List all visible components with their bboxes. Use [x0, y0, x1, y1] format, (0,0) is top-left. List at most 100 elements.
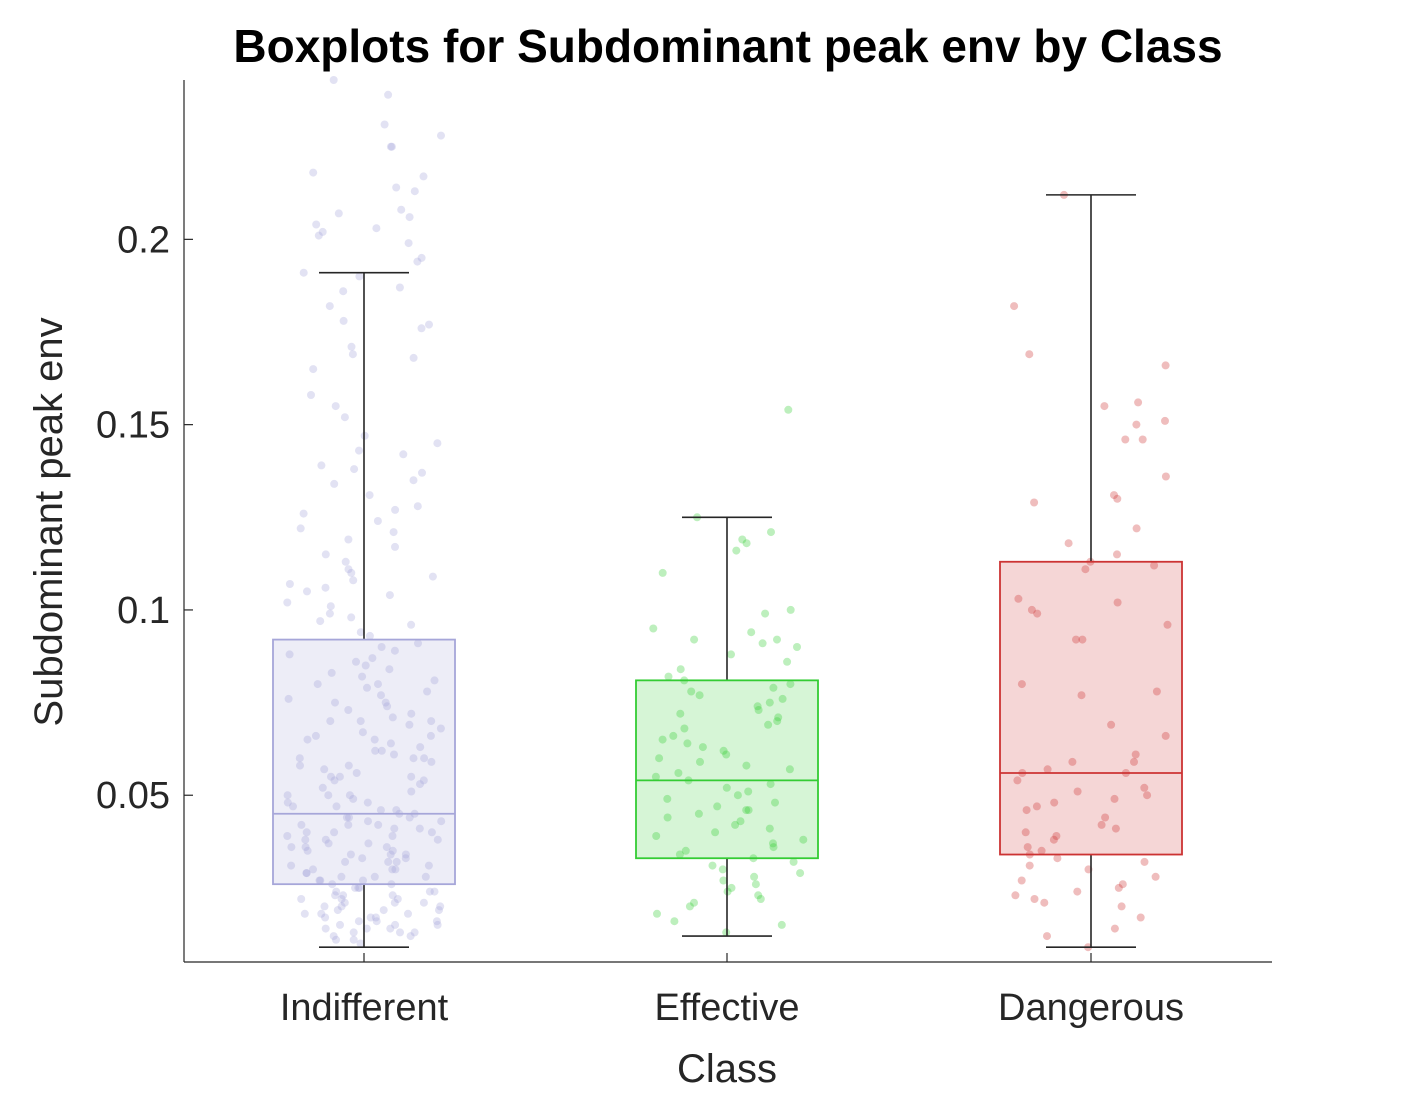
data-point — [409, 754, 418, 763]
data-point — [386, 850, 395, 859]
data-point — [785, 765, 794, 774]
data-point — [786, 605, 795, 614]
data-point — [420, 754, 429, 763]
data-point — [301, 843, 310, 852]
data-point — [742, 806, 751, 815]
box-group-effective — [635, 405, 819, 937]
data-point — [771, 798, 779, 807]
x-tick-label: Effective — [654, 987, 799, 1029]
data-point — [299, 268, 308, 277]
data-point — [324, 839, 333, 848]
data-point — [1040, 898, 1049, 907]
data-point — [321, 550, 330, 559]
data-point — [1114, 883, 1123, 892]
data-point — [419, 776, 428, 785]
data-point — [386, 142, 395, 151]
data-point — [1064, 539, 1073, 548]
data-point — [330, 479, 339, 488]
data-point — [342, 813, 351, 822]
data-point — [430, 887, 439, 896]
data-point — [767, 528, 775, 537]
data-point — [1043, 932, 1051, 941]
data-point — [722, 783, 731, 792]
data-point — [1032, 802, 1041, 811]
data-point — [1110, 491, 1118, 500]
data-point — [1030, 895, 1039, 903]
data-point — [341, 557, 350, 566]
data-point — [719, 746, 728, 755]
data-point — [388, 713, 397, 722]
data-point — [750, 872, 759, 881]
data-point — [409, 476, 418, 485]
data-point — [690, 898, 698, 907]
data-point — [382, 843, 391, 852]
data-point — [722, 750, 731, 759]
data-point — [1138, 435, 1147, 444]
data-point — [373, 517, 382, 525]
data-point — [297, 820, 306, 829]
data-point — [417, 253, 426, 262]
data-point — [655, 754, 664, 763]
data-point — [344, 565, 353, 574]
data-point — [384, 90, 393, 99]
data-point — [351, 883, 360, 892]
data-point — [793, 643, 801, 651]
data-point — [1021, 828, 1030, 837]
data-point — [344, 761, 353, 770]
data-point — [356, 717, 365, 726]
data-point — [727, 650, 735, 659]
data-point — [1022, 806, 1031, 815]
data-point — [694, 809, 703, 818]
chart-title: Boxplots for Subdominant peak env by Cla… — [233, 20, 1222, 72]
data-point — [376, 806, 385, 815]
data-point — [1073, 787, 1082, 796]
data-point — [383, 702, 392, 711]
data-point — [372, 224, 381, 233]
data-point — [337, 902, 346, 911]
data-point — [332, 887, 341, 896]
data-point — [365, 631, 374, 640]
data-point — [320, 902, 329, 911]
data-point — [676, 665, 685, 674]
data-point — [1136, 913, 1145, 922]
data-point — [405, 720, 414, 729]
data-point — [283, 598, 292, 607]
data-point — [676, 709, 685, 718]
data-point — [1161, 416, 1169, 425]
data-point — [307, 391, 315, 399]
data-point — [330, 828, 339, 837]
data-point — [406, 932, 415, 941]
data-point — [392, 183, 401, 192]
data-point — [327, 668, 336, 677]
data-point — [391, 505, 400, 514]
data-point — [1049, 835, 1058, 844]
data-point — [349, 935, 358, 944]
x-ticks: Indifferent Effective Dangerous — [280, 953, 1184, 1029]
data-point — [1110, 924, 1119, 933]
data-point — [683, 739, 692, 748]
data-point — [318, 783, 327, 792]
data-point — [396, 928, 404, 937]
data-point — [325, 609, 334, 618]
data-point — [303, 735, 312, 744]
data-point — [765, 698, 774, 707]
data-point — [1050, 798, 1059, 807]
data-point — [355, 883, 364, 892]
data-point — [332, 802, 341, 811]
data-point — [337, 895, 346, 903]
data-point — [415, 824, 424, 833]
data-point — [1132, 420, 1141, 429]
data-point — [285, 650, 294, 659]
data-point — [387, 142, 396, 151]
data-point — [374, 820, 383, 829]
data-point — [413, 502, 422, 511]
data-point — [361, 661, 370, 670]
data-point — [1100, 402, 1109, 411]
data-point — [393, 895, 402, 903]
data-point — [377, 746, 386, 755]
data-point — [392, 857, 401, 866]
x-axis-label: Class — [677, 1047, 777, 1091]
data-point — [681, 846, 690, 855]
data-point — [421, 872, 430, 881]
data-point — [384, 857, 393, 866]
